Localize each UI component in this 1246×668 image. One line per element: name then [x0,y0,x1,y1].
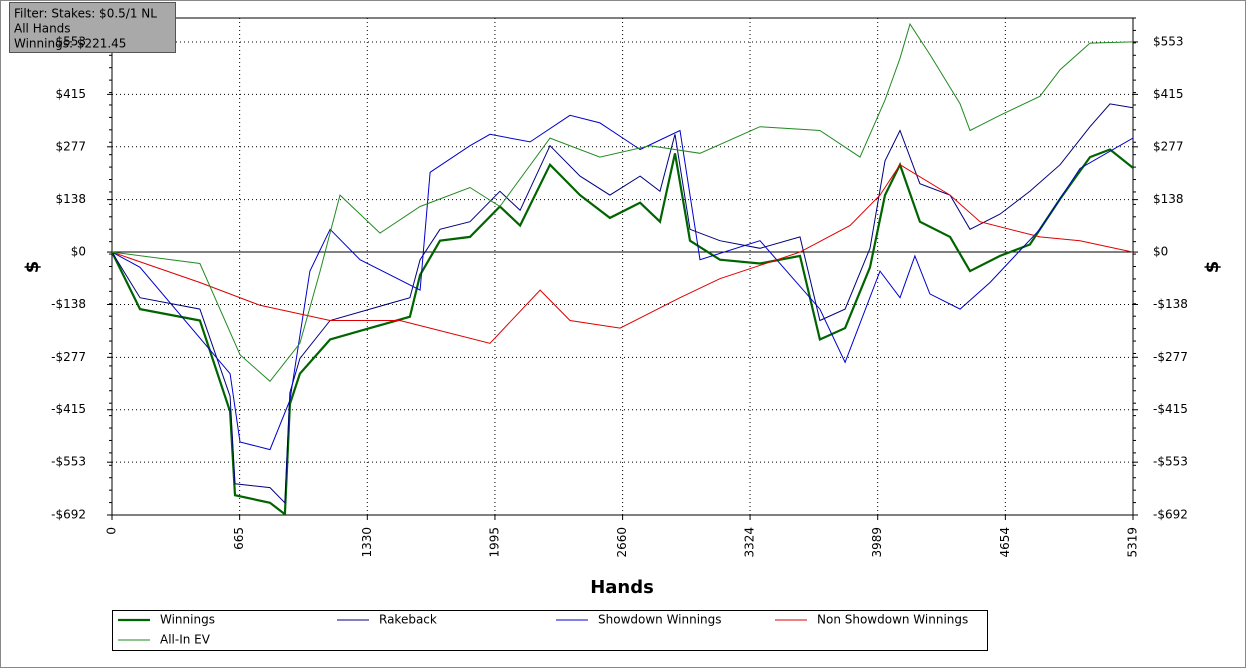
filter-line: Winnings: $221.45 [14,37,126,51]
y-tick-label: -$138 [51,297,86,311]
series-line [112,114,1133,451]
legend-label: Rakeback [379,613,437,627]
y-tick-label: $277 [55,139,86,153]
y-axis-label: $ [1202,261,1223,274]
y-tick-label: $138 [55,192,86,206]
series-line [112,164,1133,344]
y-tick-label: -$277 [1153,350,1188,364]
filter-box [9,2,176,53]
y-tick-label: $553 [55,34,86,48]
x-tick-label: 665 [232,527,246,550]
x-tick-label: 3989 [870,527,884,558]
legend-label: All-In EV [160,633,211,647]
y-tick-label: -$415 [1153,402,1188,416]
y-tick-label: $553 [1153,34,1184,48]
x-tick-label: 1330 [360,527,374,558]
series-line [112,103,1133,504]
y-tick-label: -$553 [51,455,86,469]
y-tick-label: -$415 [51,402,86,416]
y-tick-label: -$692 [51,508,86,522]
legend-label: Winnings [160,613,215,627]
filter-line: Filter: Stakes: $0.5/1 NL [14,7,157,21]
x-tick-label: 4654 [998,527,1012,558]
series-line [112,22,1133,383]
filter-line: All Hands [14,22,71,36]
x-tick-label: 3324 [743,527,757,558]
y-axis-label: $ [22,261,43,274]
y-tick-label: $0 [71,245,86,259]
plot-area [107,17,1138,520]
y-tick-label: $138 [1153,192,1184,206]
y-tick-label: $0 [1153,245,1168,259]
legend-label: Showdown Winnings [598,613,722,627]
legend-box [112,610,988,651]
y-tick-label: -$553 [1153,455,1188,469]
y-tick-label: -$277 [51,350,86,364]
y-tick-label: -$138 [1153,297,1188,311]
x-axis-label: Hands [590,577,654,598]
x-tick-label: 0 [105,527,119,535]
y-tick-label: $415 [1153,87,1184,101]
x-tick-label: 2660 [615,527,629,558]
x-tick-label: 5319 [1126,527,1140,558]
series-line [112,148,1133,515]
y-tick-label: -$692 [1153,508,1188,522]
y-tick-label: $415 [55,87,86,101]
legend-label: Non Showdown Winnings [817,613,968,627]
x-tick-label: 1995 [487,527,501,558]
y-tick-label: $277 [1153,139,1184,153]
